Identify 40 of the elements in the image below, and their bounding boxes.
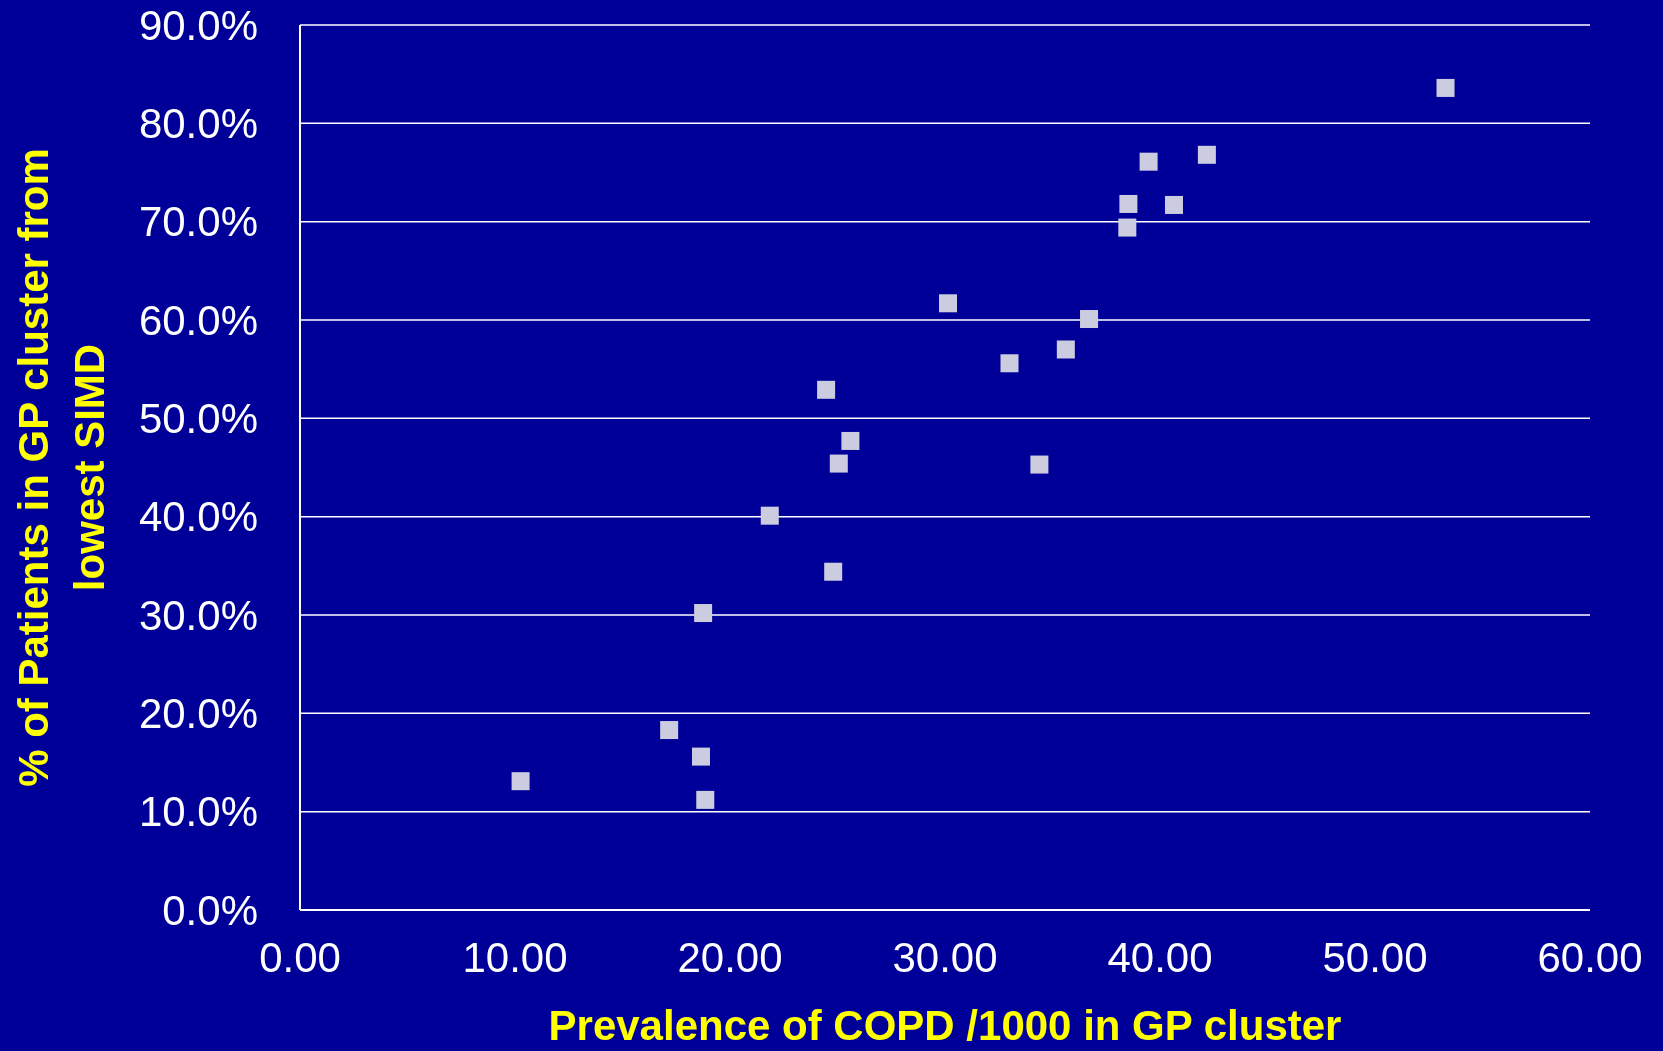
- point: [1118, 218, 1137, 237]
- point: [817, 380, 836, 399]
- point: [511, 772, 530, 791]
- x-tick-label: 30.00: [892, 934, 998, 981]
- point: [841, 431, 860, 450]
- y-tick-label: 70.0%: [138, 198, 258, 246]
- x-tick-label: 50.00: [1322, 934, 1428, 981]
- y-tick-label: 10.0%: [138, 788, 258, 836]
- x-tick-label: 10.00: [462, 934, 568, 981]
- point: [691, 747, 710, 766]
- y-tick-label: 50.0%: [138, 395, 258, 443]
- x-tick-label: 60.00: [1537, 934, 1643, 981]
- point: [1139, 152, 1158, 171]
- y-tick-label: 60.0%: [138, 296, 258, 344]
- x-tick-label: 20.00: [677, 934, 783, 981]
- point: [1056, 340, 1075, 359]
- y-tick-label: 0.0%: [162, 886, 258, 934]
- y-tick-label: 20.0%: [138, 690, 258, 738]
- point: [1030, 455, 1049, 474]
- point: [939, 294, 958, 313]
- point: [824, 562, 843, 581]
- point: [1080, 310, 1099, 329]
- y-tick-label: 90.0%: [138, 1, 258, 49]
- x-axis-title: Prevalence of COPD /1000 in GP cluster: [548, 1002, 1342, 1049]
- x-tick-label: 40.00: [1107, 934, 1213, 981]
- y-tick-label: 80.0%: [138, 100, 258, 148]
- point: [1197, 145, 1216, 164]
- point: [696, 790, 715, 809]
- point: [1164, 195, 1183, 214]
- point: [760, 506, 779, 525]
- y-axis-title: % of Patients in GP cluster from lowest SIMD: [10, 148, 113, 787]
- point: [660, 721, 679, 740]
- y-tick-label: 40.0%: [138, 493, 258, 541]
- point: [694, 604, 713, 623]
- point: [1119, 194, 1138, 213]
- point: [829, 454, 848, 473]
- y-tick-label: 30.0%: [138, 591, 258, 639]
- point: [1436, 78, 1455, 97]
- x-tick-label: 0.00: [259, 934, 341, 981]
- point: [1000, 354, 1019, 373]
